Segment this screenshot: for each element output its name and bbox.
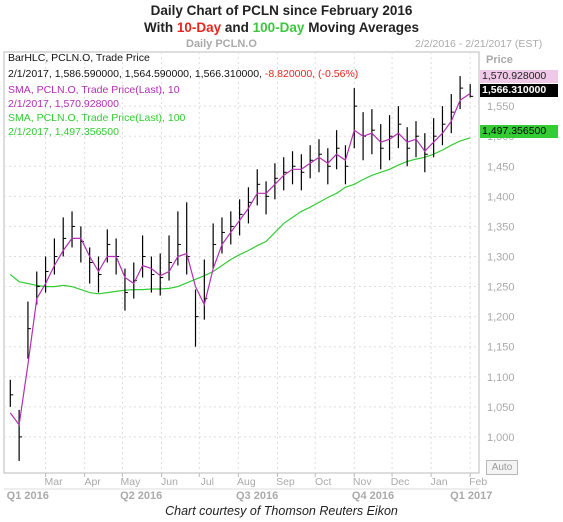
legend-bar-label: BarHLC, PCLN.O, Trade Price <box>8 52 150 64</box>
sma100-layer <box>9 137 471 295</box>
x-month-label: Mar <box>45 476 64 488</box>
y-tick-label: 1,550 <box>487 101 515 113</box>
x-month-label: Aug <box>237 476 256 488</box>
title-prefix: With <box>143 20 177 35</box>
x-month-label: May <box>121 476 142 488</box>
date-range-label: 2/2/2016 - 2/21/2017 (EST) <box>415 38 543 50</box>
chart-caption: Chart courtesy of Thomson Reuters Eikon <box>165 504 398 518</box>
price-axis-title: Price <box>486 54 513 66</box>
legend-sma100-label: SMA, PCLN.O, Trade Price(Last), 100 <box>8 112 186 124</box>
axis-layer: 1,000 1,050 1,100 1,150 1,200 1,250 1,300 1,350… <box>4 101 515 502</box>
y-tick-label: 1,200 <box>487 312 515 324</box>
legend-sma100-value: 2/1/2017, 1,497.356500 <box>8 126 119 138</box>
sma100-line <box>9 137 471 295</box>
chart-title-line-1: Daily Chart of PCLN since February 2016 <box>150 3 413 18</box>
x-quarter-label: Q4 2016 <box>352 490 394 502</box>
sma10-line <box>9 92 471 427</box>
x-month-label: Jul <box>201 476 214 488</box>
sma100-price-tag: 1,497.356500 <box>480 125 558 138</box>
last-price-tag: 1,566.310000 <box>480 84 558 97</box>
x-month-label: Jan <box>431 476 448 488</box>
legend-bar-change: -8.820000, (-0.56%) <box>264 68 359 80</box>
x-quarter-label: Q3 2016 <box>236 490 278 502</box>
x-month-label: Feb <box>469 476 487 488</box>
y-tick-label: 1,300 <box>487 251 515 263</box>
x-month-label: Dec <box>391 476 410 488</box>
symbol-label: Daily PCLN.O <box>186 38 257 50</box>
y-tick-label: 1,250 <box>487 282 515 294</box>
x-month-label: Jun <box>161 476 178 488</box>
y-tick-label: 1,000 <box>487 432 515 444</box>
y-tick-label: 1,450 <box>487 161 515 173</box>
x-quarter-label: Q2 2016 <box>120 490 162 502</box>
x-month-label: Sep <box>276 476 295 488</box>
legend-sma10-label: SMA, PCLN.O, Trade Price(Last), 10 <box>8 84 180 96</box>
y-tick-label: 1,400 <box>487 191 515 203</box>
x-month-label: Nov <box>353 476 372 488</box>
title-sma10-label: 10-Day <box>176 20 222 35</box>
legend-bar-values: 2/1/2017, 1,586.590000, 1,564.590000, 1,… <box>8 68 358 80</box>
legend-sma10-value: 2/1/2017, 1,570.928000 <box>8 98 119 110</box>
sma10-price-tag: 1,570.928000 <box>480 70 558 83</box>
y-tick-label: 1,050 <box>487 402 515 414</box>
x-quarter-label: Q1 2016 <box>7 490 49 502</box>
title-suffix: Moving Averages <box>304 20 419 35</box>
auto-scale-button[interactable]: Auto <box>486 460 518 475</box>
title-and: and <box>221 20 253 35</box>
sma10-layer <box>9 92 471 427</box>
x-month-label: Apr <box>84 476 101 488</box>
ohlc-bars-layer <box>9 76 474 461</box>
y-tick-label: 1,100 <box>487 372 515 384</box>
plot-frame <box>3 51 480 474</box>
x-quarter-label: Q1 2017 <box>450 490 492 502</box>
chart-title-line-2: With 10-Day and 100-Day Moving Averages <box>0 20 563 35</box>
x-month-label: Oct <box>315 476 331 488</box>
y-tick-label: 1,150 <box>487 342 515 354</box>
legend-bar-ohlc: 2/1/2017, 1,586.590000, 1,564.590000, 1,… <box>8 68 262 80</box>
y-tick-label: 1,350 <box>487 221 515 233</box>
chart-canvas[interactable]: 1,000 1,050 1,100 1,150 1,200 1,250 1,300 1,350… <box>0 38 563 504</box>
title-sma100-label: 100-Day <box>252 20 305 35</box>
